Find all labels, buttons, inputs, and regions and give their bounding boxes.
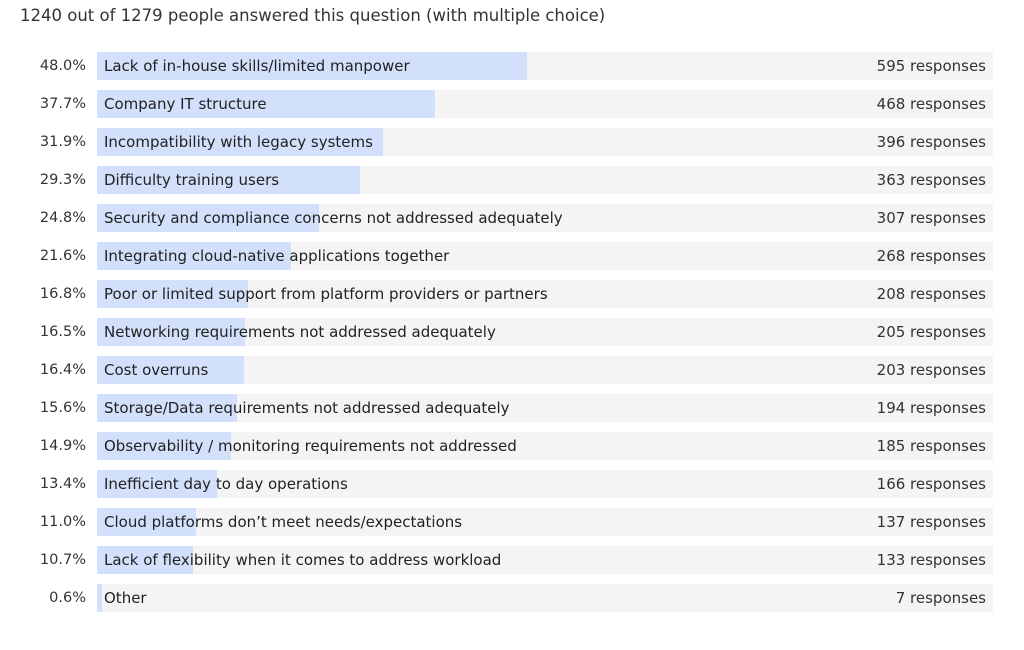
answer-row: 31.9% Incompatibility with legacy systems… [0,128,1024,156]
percentage-label: 37.7% [39,96,86,112]
answer-label: Inefficient day to day operations [104,475,348,493]
percentage-label: 21.6% [39,248,86,264]
percentage-label: 16.5% [39,324,86,340]
bar-fill [97,128,383,156]
bar-track: Networking requirements not addressed ad… [97,318,993,346]
response-count: 7 responses [895,589,986,607]
percentage-label: 11.0% [39,514,86,530]
bar-track: Security and compliance concerns not add… [97,204,993,232]
response-count: 203 responses [876,361,986,379]
answer-label: Observability / monitoring requirements … [104,437,517,455]
bar-fill [97,280,248,308]
answer-label: Incompatibility with legacy systems [104,133,373,151]
answer-label: Cloud platforms don’t meet needs/expecta… [104,513,463,531]
response-count: 205 responses [876,323,986,341]
answer-label: Storage/Data requirements not addressed … [104,399,510,417]
percentage-label: 31.9% [39,134,86,150]
bar-fill [97,508,196,536]
answer-label: Lack of in-house skills/limited manpower [104,57,410,75]
bar-track: Storage/Data requirements not addressed … [97,394,993,422]
bar-fill [97,166,360,194]
answer-row: 24.8% Security and compliance concerns no… [0,204,1024,232]
answer-row: 13.4% Inefficient day to day operations 16… [0,470,1024,498]
answer-row: 21.6% Integrating cloud-native applicatio… [0,242,1024,270]
answer-row: 37.7% Company IT structure 468 responses [0,90,1024,118]
bar-fill [97,584,103,612]
bar-track: Incompatibility with legacy systems 396 r… [97,128,993,156]
response-count: 396 responses [876,133,986,151]
answer-label: Other [104,589,147,607]
response-count: 137 responses [876,513,986,531]
response-count: 208 responses [876,285,986,303]
bar-fill [97,90,435,118]
answer-row: 16.4% Cost overruns 203 responses [0,356,1024,384]
bar-track: Cost overruns 203 responses [97,356,993,384]
response-bar-chart: 48.0% Lack of in-house skills/limited man… [0,52,1024,622]
response-count: 194 responses [876,399,986,417]
response-count: 133 responses [876,551,986,569]
answer-row: 29.3% Difficulty training users 363 respon… [0,166,1024,194]
bar-track: Observability / monitoring requirements … [97,432,993,460]
bar-fill [97,394,237,422]
bar-track: Cloud platforms don’t meet needs/expecta… [97,508,993,536]
bar-track: Other 7 responses [97,584,993,612]
percentage-label: 14.9% [39,438,86,454]
percentage-label: 0.6% [49,590,86,606]
bar-fill [97,470,218,498]
answer-label: Poor or limited support from platform pr… [104,285,548,303]
answer-label: Networking requirements not addressed ad… [104,323,496,341]
bar-fill [97,318,245,346]
answer-label: Company IT structure [104,95,267,113]
percentage-label: 29.3% [39,172,86,188]
response-count: 185 responses [876,437,986,455]
percentage-label: 13.4% [39,476,86,492]
bar-track: Lack of flexibility when it comes to add… [97,546,993,574]
bar-track: Integrating cloud-native applications to… [97,242,993,270]
bar-fill [97,242,291,270]
percentage-label: 16.4% [39,362,86,378]
answer-row: 15.6% Storage/Data requirements not addre… [0,394,1024,422]
answer-row: 16.5% Networking requirements not address… [0,318,1024,346]
answer-row: 11.0% Cloud platforms don’t meet needs/ex… [0,508,1024,536]
response-count: 268 responses [876,247,986,265]
bar-fill [97,204,320,232]
percentage-label: 48.0% [39,58,86,74]
bar-fill [97,52,528,80]
percentage-label: 24.8% [39,210,86,226]
bar-fill [97,546,193,574]
percentage-label: 16.8% [39,286,86,302]
answered-summary: 1240 out of 1279 people answered this qu… [20,6,606,25]
bar-track: Company IT structure 468 responses [97,90,993,118]
percentage-label: 10.7% [39,552,86,568]
bar-track: Poor or limited support from platform pr… [97,280,993,308]
bar-track: Inefficient day to day operations 166 res… [97,470,993,498]
percentage-label: 15.6% [39,400,86,416]
bar-track: Lack of in-house skills/limited manpower… [97,52,993,80]
response-count: 166 responses [876,475,986,493]
answer-row: 10.7% Lack of flexibility when it comes t… [0,546,1024,574]
bar-track: Difficulty training users 363 responses [97,166,993,194]
answer-row: 0.6% Other 7 responses [0,584,1024,612]
answer-label: Difficulty training users [104,171,280,189]
answer-label: Cost overruns [104,361,209,379]
answer-row: 14.9% Observability / monitoring requirem… [0,432,1024,460]
answer-row: 16.8% Poor or limited support from platfo… [0,280,1024,308]
bar-fill [97,356,244,384]
answer-label: Security and compliance concerns not add… [104,209,563,227]
response-count: 595 responses [876,57,986,75]
answer-row: 48.0% Lack of in-house skills/limited man… [0,52,1024,80]
response-count: 307 responses [876,209,986,227]
bar-fill [97,432,231,460]
response-count: 468 responses [876,95,986,113]
response-count: 363 responses [876,171,986,189]
answer-label: Lack of flexibility when it comes to add… [104,551,502,569]
answer-label: Integrating cloud-native applications to… [104,247,450,265]
